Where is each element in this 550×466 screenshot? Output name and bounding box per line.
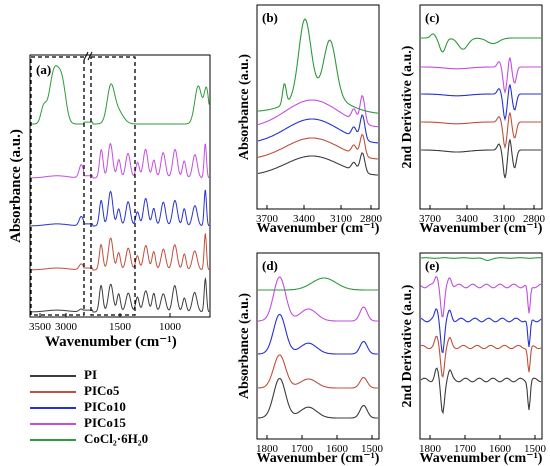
panel-b: (b) 3700 3400 3100 2800 Wavenumber (cm⁻¹) A…	[237, 4, 383, 236]
panel-b-frame	[256, 4, 380, 210]
series-line-pico15	[258, 276, 378, 322]
x-tick-label: 1500	[361, 443, 384, 455]
series-line-pico10	[258, 313, 378, 355]
panel-a-frame	[29, 54, 211, 318]
panel-b-ylabel: Absorbance (a.u.)	[237, 54, 252, 161]
series-line-pico10	[31, 189, 210, 227]
legend-label-pi: PI	[84, 367, 97, 382]
x-tick-label: 3100	[330, 213, 353, 225]
x-tick-label: 3400	[456, 213, 479, 225]
panel-c-xlabel: Wavenumber (cm⁻¹)	[420, 221, 543, 236]
legend-swatch-cocl2	[30, 439, 76, 441]
panel-e: (e) 1800 1700 1600 1500 Wavenumber (cm⁻¹) 2…	[400, 252, 547, 466]
x-tick-label: 1500	[524, 443, 547, 455]
x-tick-label: 3700	[256, 213, 279, 225]
legend-label-pico15: PICo15	[84, 415, 126, 430]
x-tick-label: 3000	[55, 321, 78, 333]
highlight-region-high	[30, 56, 85, 316]
x-tick-label: 1700	[454, 443, 477, 455]
series-line-pico15	[257, 94, 379, 128]
x-tick-label: 1500	[109, 321, 132, 333]
series-line-pico10	[421, 84, 541, 122]
series-line-pico10	[257, 114, 379, 144]
panel-a-label: (a)	[36, 62, 51, 77]
x-tick-label: 1600	[326, 443, 349, 455]
series-line-cocl2	[257, 18, 379, 114]
series-line-pico5	[421, 112, 541, 150]
legend-swatch-pico5	[30, 391, 76, 393]
panel-a-ylabel: Absorbance (a.u.)	[8, 129, 24, 243]
series-line-pi	[31, 276, 210, 313]
series-line-pi	[258, 377, 378, 419]
legend-item-pico5: PICo5	[30, 383, 230, 398]
x-tick-label: 3400	[293, 213, 316, 225]
series-line-pi	[421, 139, 541, 179]
legend-item-cocl2: CoCl₂·6H₂0	[30, 431, 230, 446]
panel-a: (a) 3500 3000 1500 1000 Wavenumber (cm⁻¹) A…	[8, 51, 211, 350]
legend-item-pico10: PICo10	[30, 399, 230, 414]
panel-c-label: (c)	[425, 10, 439, 25]
series-line-cocl2	[421, 33, 541, 53]
series-line-cocl2	[31, 65, 210, 125]
x-tick-label: 1000	[159, 321, 182, 333]
panel-d-xlabel: Wavenumber (cm⁻¹)	[257, 451, 380, 466]
legend-swatch-pi	[30, 375, 76, 377]
axis-break-marker	[83, 51, 93, 61]
x-tick-label: 3100	[493, 213, 516, 225]
panel-e-xlabel: Wavenumber (cm⁻¹)	[420, 451, 543, 466]
x-tick-label: 1800	[256, 443, 279, 455]
series-line-pico15	[420, 275, 542, 318]
x-tick-label: 3500	[29, 321, 52, 333]
series-line-pi	[257, 152, 379, 176]
series-line-pico5	[257, 133, 379, 160]
panel-e-frame	[419, 252, 543, 440]
legend-label-cocl2: CoCl₂·6H₂0	[84, 431, 149, 446]
legend-swatch-pico15	[30, 423, 76, 425]
panel-c-ylabel: 2nd Derivative (a.u.)	[400, 45, 415, 168]
legend-item-pico15: PICo15	[30, 415, 230, 430]
highlight-region-low	[90, 56, 136, 316]
x-tick-label: 1600	[489, 443, 512, 455]
panel-a-xlabel: Wavenumber (cm⁻¹)	[45, 334, 177, 350]
x-tick-label: 1700	[291, 443, 314, 455]
series-line-pico5	[420, 335, 542, 378]
panel-e-ylabel: 2nd Derivative (a.u.)	[400, 284, 415, 407]
x-tick-label: 2800	[360, 213, 383, 225]
series-line-cocl2	[420, 257, 542, 261]
legend-label-pico10: PICo10	[84, 399, 126, 414]
panel-d-ylabel: Absorbance (a.u.)	[237, 293, 252, 400]
legend-swatch-pico10	[30, 407, 76, 409]
series-line-cocl2	[258, 277, 378, 291]
legend-item-pi: PI	[30, 367, 230, 382]
panel-c: (c) 3700 3400 3100 2800 Wavenumber (cm⁻¹) 2…	[400, 4, 546, 236]
x-tick-label: 1800	[419, 443, 442, 455]
panel-c-frame	[419, 4, 543, 210]
series-line-pico5	[258, 354, 378, 389]
panel-b-label: (b)	[262, 10, 278, 25]
x-tick-label: 2800	[523, 213, 546, 225]
series-line-pi	[420, 367, 542, 415]
legend-label-pico5: PICo5	[84, 383, 120, 398]
series-line-pico10	[420, 308, 542, 354]
panel-d-frame	[256, 252, 380, 440]
x-tick-label: 3700	[419, 213, 442, 225]
panel-d: (d) 1800 1700 1600 1500 Wavenumber (cm⁻¹) A…	[237, 252, 384, 466]
panel-d-label: (d)	[262, 258, 278, 273]
series-line-pico5	[31, 232, 210, 271]
series-line-pico15	[421, 57, 541, 95]
series-line-pico15	[31, 142, 210, 179]
panel-e-label: (e)	[425, 258, 439, 273]
panel-b-xlabel: Wavenumber (cm⁻¹)	[257, 221, 380, 236]
